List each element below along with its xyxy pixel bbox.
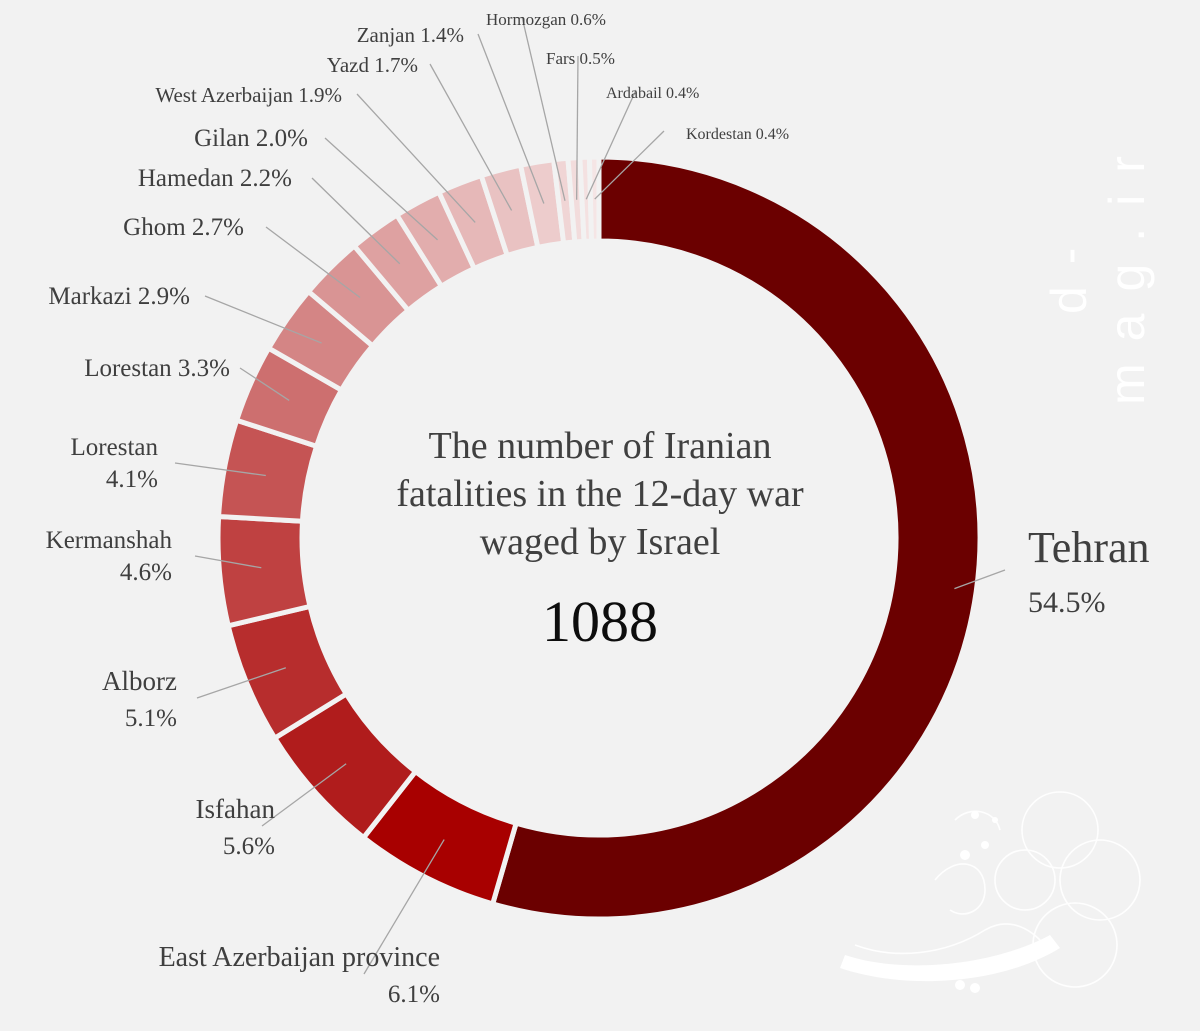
slice-label: West Azerbaijan 1.9%	[155, 83, 342, 107]
leader-line	[194, 555, 262, 569]
leader-line	[324, 137, 438, 241]
leader-line	[585, 89, 637, 200]
watermark: d-mag.ir	[1041, 134, 1155, 406]
leader-line	[204, 295, 322, 344]
slice-kordestan	[586, 154, 602, 244]
leader-line	[954, 569, 1006, 590]
leader-line	[576, 55, 579, 200]
leader-line	[239, 367, 290, 401]
leader-line	[265, 226, 361, 299]
slice-value-label: 5.1%	[125, 705, 177, 732]
slice-value-label: 4.1%	[106, 466, 158, 493]
slice-label: Tehran	[1028, 523, 1150, 572]
leader-line	[363, 839, 445, 975]
slice-label: Markazi 2.9%	[48, 283, 190, 310]
slice-label: Alborz	[102, 666, 177, 696]
slice-label: Ghom 2.7%	[123, 214, 244, 241]
slice-label: Lorestan	[71, 434, 159, 461]
slice-tehran	[489, 154, 983, 922]
slice-label: Hormozgan 0.6%	[486, 10, 606, 29]
slice-label: East Azerbaijan province	[159, 942, 440, 973]
leader-line	[311, 177, 401, 265]
leader-line	[521, 16, 566, 201]
slice-label: Fars 0.5%	[546, 49, 615, 68]
slice-label: Zanjan 1.4%	[357, 23, 464, 47]
leader-line	[477, 33, 545, 204]
chart-title: The number of Iranian fatalities in the …	[396, 425, 804, 563]
slice-value-label: 4.6%	[120, 559, 172, 586]
leader-line	[174, 462, 266, 477]
slice-value-label: 5.6%	[223, 833, 275, 860]
leader-line	[261, 763, 347, 827]
slice-label: Hamedan 2.2%	[138, 165, 292, 192]
slice-label: Ardabail 0.4%	[606, 85, 699, 102]
slice-value-label: 54.5%	[1028, 586, 1106, 619]
leader-line	[356, 93, 476, 223]
slice-kermanshah	[215, 513, 313, 629]
leader-line	[594, 130, 665, 200]
slice-label: Yazd 1.7%	[327, 53, 418, 77]
slice-value-label: 6.1%	[388, 981, 440, 1008]
slice-label: Isfahan	[196, 794, 276, 824]
leader-line	[429, 63, 513, 211]
chart-total: 1088	[542, 589, 658, 654]
slice-label: Kordestan 0.4%	[686, 126, 789, 143]
leader-line	[196, 667, 287, 699]
slice-label: Kermanshah	[46, 527, 173, 554]
slice-label: Gilan 2.0%	[194, 125, 308, 152]
slice-label: Lorestan 3.3%	[84, 355, 230, 382]
logo	[840, 791, 1141, 993]
